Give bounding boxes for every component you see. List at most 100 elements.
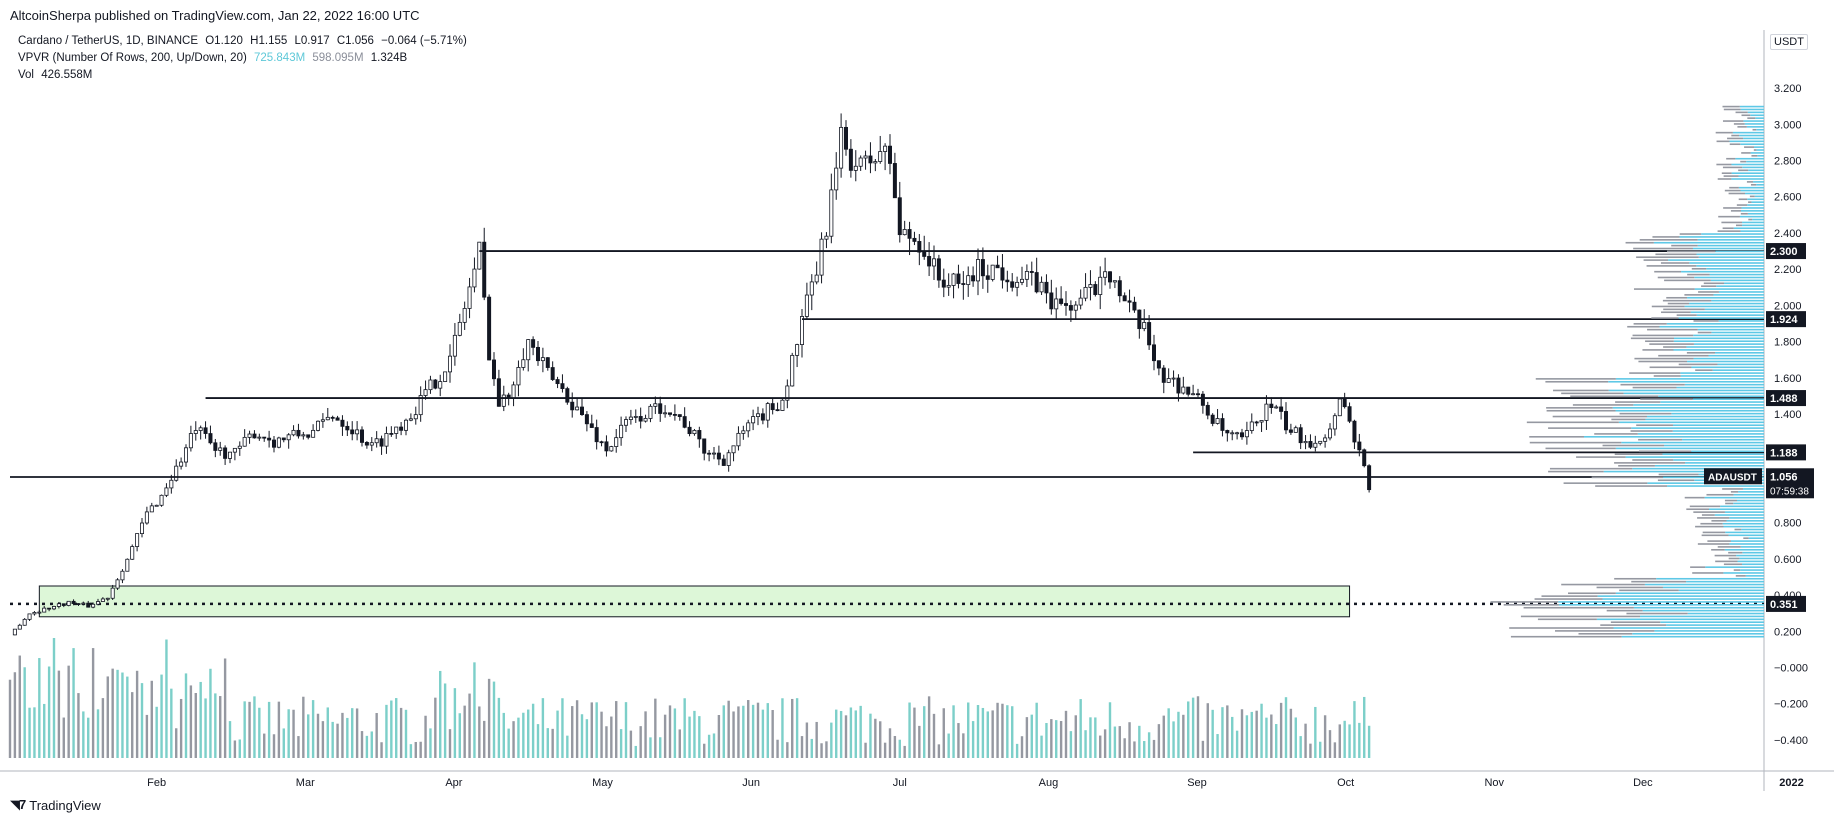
volume-bar	[106, 676, 109, 758]
candle-body	[1205, 404, 1210, 416]
volume-bar	[331, 721, 334, 758]
currency-selector[interactable]: USDT	[1770, 34, 1808, 50]
vpvr-bar-up	[1730, 540, 1764, 542]
candle-body	[115, 579, 120, 589]
candle-body	[756, 413, 761, 417]
candle-body	[325, 416, 330, 421]
volume-bar	[223, 658, 227, 758]
candle-body	[536, 346, 541, 362]
vpvr-bar-up	[1656, 577, 1764, 580]
volume-bar	[258, 707, 261, 758]
volume-bar	[1250, 711, 1253, 758]
volume-bar	[1255, 710, 1258, 758]
vpvr-bar-up	[1733, 502, 1764, 505]
vpvr-bar-down	[1633, 247, 1693, 250]
candle-body	[1220, 418, 1225, 431]
vpvr-bar-up	[1666, 624, 1764, 626]
vpvr-bar-up	[1615, 447, 1764, 450]
vpvr-bar-down	[1752, 128, 1757, 131]
vpvr-bar-down	[1717, 546, 1741, 548]
vpvr-bar-down	[1523, 606, 1634, 609]
vpvr-bar-up	[1733, 227, 1764, 230]
candle-body	[736, 432, 741, 447]
legend-vpvr[interactable]: VPVR (Number Of Rows, 200, Up/Down, 20) …	[18, 52, 411, 64]
vpvr-bar-up	[1632, 467, 1764, 470]
vpvr-bar-down	[1716, 163, 1732, 166]
volume-bar	[1011, 706, 1014, 758]
candle-body	[1029, 271, 1034, 273]
chart-frame[interactable]: 3.200 3.000 2.800 2.600 2.400 2.200 2.000 1.800…	[0, 30, 1834, 791]
vpvr-bar-up	[1757, 155, 1764, 157]
candle-body	[1171, 377, 1176, 380]
vpvr-bar-down	[1723, 175, 1739, 177]
volume-bar	[1128, 722, 1131, 758]
legend-volume[interactable]: Vol 426.558M	[18, 69, 96, 81]
candle-body	[883, 145, 888, 152]
volume-bar	[585, 719, 589, 758]
vpvr-bar-down	[1626, 612, 1688, 615]
vpvr-bar-up	[1715, 352, 1764, 354]
vpvr-total-value: 1.324B	[370, 52, 408, 64]
volume-bar	[409, 744, 413, 758]
vpvr-bar-down	[1693, 511, 1725, 513]
vpvr-bar-down	[1660, 262, 1690, 264]
x-tick-label: Sep	[1187, 777, 1207, 789]
vpvr-bar-up	[1729, 517, 1764, 519]
vpvr-bar-down	[1619, 412, 1672, 415]
candle-body	[130, 546, 135, 560]
candle-body	[531, 339, 536, 348]
volume-bar	[566, 735, 569, 758]
volume-bar	[1240, 709, 1244, 758]
candle-body	[751, 416, 756, 424]
volume-bar	[463, 705, 466, 758]
publish-line: AltcoinSherpa published on TradingView.c…	[10, 8, 420, 23]
vpvr-bar-down	[1618, 464, 1655, 467]
vpvr-bar-down	[1578, 632, 1633, 635]
candle-body	[1230, 432, 1235, 435]
vpvr-bar-down	[1723, 207, 1742, 209]
vpvr-up-value: 725.843M	[254, 52, 306, 64]
candle-body	[614, 437, 619, 447]
candle-body	[149, 505, 154, 513]
vpvr-bar-down	[1689, 505, 1721, 508]
volume-bar	[575, 700, 579, 758]
candle-body	[511, 384, 516, 399]
volume-bar	[96, 709, 100, 758]
candle-body	[1156, 360, 1161, 369]
volume-bar	[551, 728, 554, 758]
volume-bar	[214, 693, 217, 758]
candle-body	[1034, 272, 1039, 293]
volume-bar	[43, 703, 46, 758]
volume-bar	[893, 735, 897, 758]
volume-bar	[800, 736, 804, 758]
candle-body	[1098, 276, 1103, 295]
countdown-label: 07:59:38	[1770, 486, 1809, 497]
vpvr-bar-up	[1603, 470, 1764, 473]
vpvr-bar-up	[1740, 546, 1764, 548]
volume-bar	[854, 710, 857, 758]
candle-body	[1249, 421, 1254, 431]
candle-body	[1274, 406, 1279, 409]
candle-body	[1259, 420, 1264, 423]
vpvr-bar-down	[1744, 146, 1755, 148]
candle-body	[809, 281, 814, 296]
candle-body	[863, 155, 868, 159]
vpvr-bar-up	[1731, 163, 1764, 166]
candle-body	[897, 197, 902, 236]
candle-body	[1347, 406, 1352, 422]
vpvr-bar-down	[1735, 111, 1748, 114]
vpvr-bar-down	[1548, 427, 1632, 429]
y-tick-label: 2.600	[1774, 192, 1802, 204]
volume-bar	[937, 744, 941, 758]
vpvr-label: VPVR (Number Of Rows, 200, Up/Down, 20)	[18, 52, 247, 64]
price-chart[interactable]: 3.200 3.000 2.800 2.600 2.400 2.200 2.000 1.800…	[0, 30, 1834, 791]
vpvr-bar-up	[1724, 511, 1764, 513]
candle-body	[853, 165, 858, 171]
volume-bar	[38, 658, 41, 758]
candle-body	[936, 258, 941, 281]
candle-body	[276, 437, 281, 448]
vpvr-bar-down	[1740, 160, 1747, 163]
candle-body	[379, 438, 384, 447]
volume-bar	[414, 741, 417, 758]
x-tick-label: Nov	[1484, 777, 1504, 789]
